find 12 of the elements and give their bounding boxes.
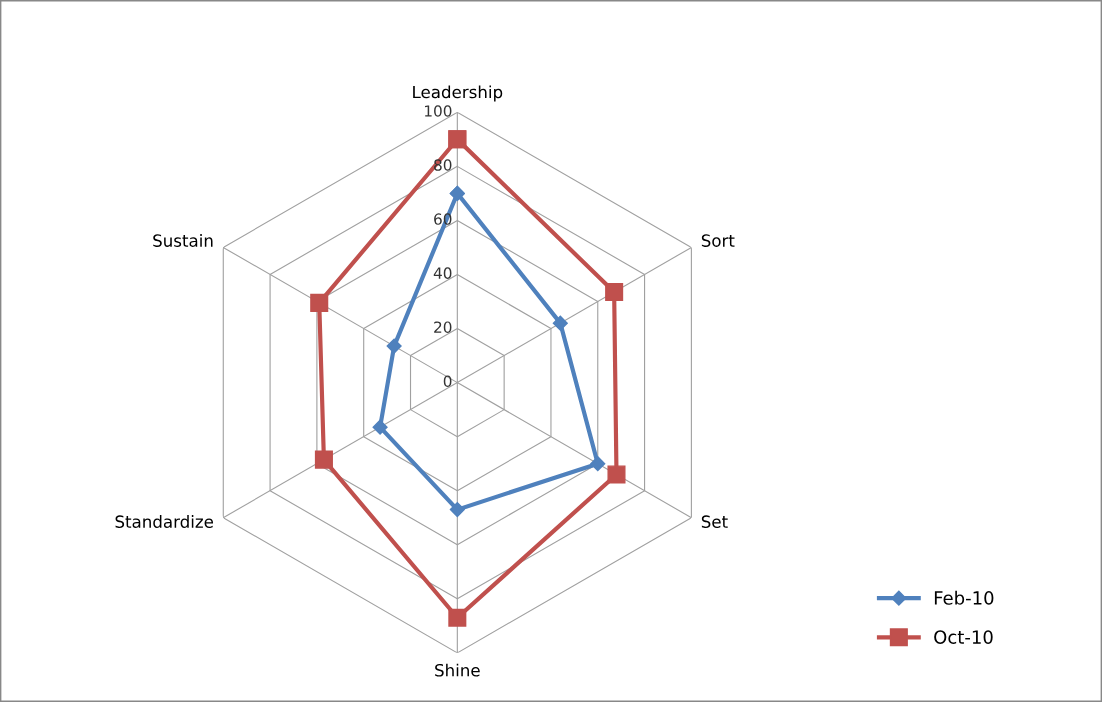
y-tick-label: 100 <box>424 105 452 117</box>
legend-label: Feb-10 <box>934 590 994 605</box>
y-tick-label: 20 <box>434 321 452 333</box>
spoke-label: Set <box>701 515 728 528</box>
y-tick-label: 40 <box>433 267 452 279</box>
spoke-label: Shine <box>435 663 480 677</box>
spoke-label: Sustain <box>153 233 213 247</box>
y-tick-label: 0 <box>443 375 452 388</box>
legend-label: Oct-10 <box>934 630 993 644</box>
spoke-label: Leadership <box>413 85 503 102</box>
spoke-label: Sort <box>701 234 735 247</box>
spoke-label: Standardize <box>115 515 214 528</box>
